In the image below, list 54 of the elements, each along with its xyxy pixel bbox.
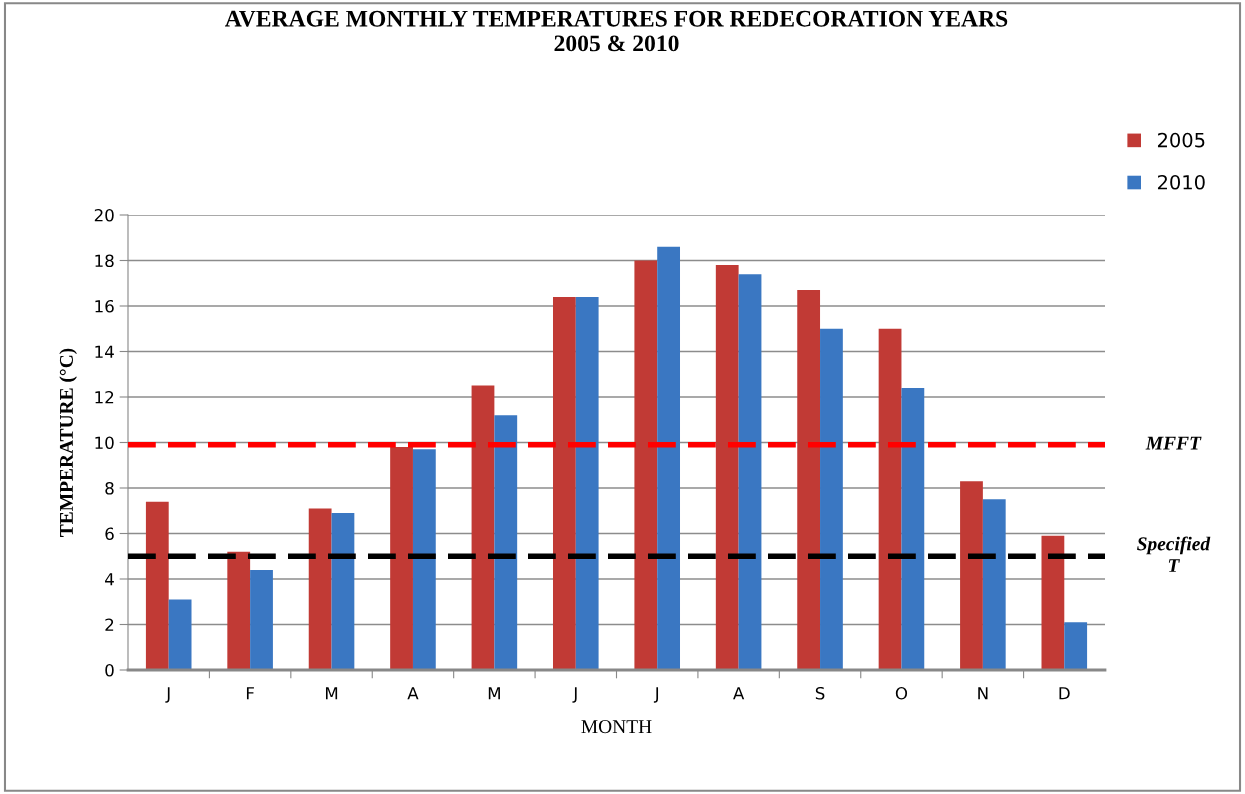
bar [250, 569, 273, 670]
y-tick-label: 10 [95, 436, 114, 450]
bar [1064, 622, 1088, 670]
x-tick-label: J [572, 687, 577, 703]
bar [227, 551, 251, 670]
bar [145, 501, 169, 670]
ref-line-label: MFFT [1145, 436, 1202, 450]
x-tick-label: J [165, 687, 170, 703]
x-tick-label: S [815, 686, 825, 700]
bar [901, 387, 925, 670]
x-tick-label: D [1059, 687, 1070, 700]
x-tick-label: A [733, 687, 745, 700]
x-tick-label: N [978, 687, 988, 700]
bar [878, 328, 902, 670]
bar [331, 513, 355, 670]
bar [820, 328, 843, 670]
y-tick-label: 0 [105, 663, 114, 677]
x-axis-title: MONTH [581, 720, 652, 734]
bar [797, 290, 821, 670]
x-tick-label: M [488, 687, 500, 700]
y-tick-label: 14 [95, 345, 114, 358]
x-tick-label: J [653, 687, 659, 703]
y-tick-label: 16 [95, 299, 114, 313]
bar [575, 296, 599, 670]
chart-title: AVERAGE MONTHLY TEMPERATURES FOR REDECORATION YEARS 2005 & 2010 [224, 10, 1008, 52]
bar [494, 415, 518, 670]
y-tick-label: 2 [105, 618, 114, 631]
bar [657, 246, 680, 670]
bar [960, 481, 983, 670]
bar [715, 265, 739, 670]
x-tick-label: M [325, 687, 338, 700]
bar [308, 508, 332, 670]
y-axis-title: TEMPERATURE (°C) [59, 348, 77, 537]
bar [412, 449, 436, 670]
y-tick-label: 8 [105, 481, 114, 495]
x-tick-label: F [246, 687, 254, 700]
x-tick-label: O [895, 686, 908, 700]
bar [982, 499, 1006, 670]
bar [471, 385, 495, 670]
y-tick-label: 20 [94, 208, 114, 222]
y-tick-label: 12 [95, 390, 114, 404]
bar [738, 274, 762, 670]
y-tick-label: 18 [95, 254, 114, 268]
y-tick-label: 4 [105, 573, 114, 586]
y-tick-label: 6 [105, 527, 114, 541]
legend-label: 2010 [1157, 174, 1205, 190]
bar [168, 599, 192, 670]
bar [552, 296, 576, 670]
bar [634, 260, 658, 670]
legend-label: 2005 [1157, 132, 1205, 148]
ref-line-label: Specified T [1137, 536, 1211, 572]
x-tick-label: A [407, 687, 419, 700]
bar [1041, 535, 1065, 670]
bar [390, 447, 413, 670]
